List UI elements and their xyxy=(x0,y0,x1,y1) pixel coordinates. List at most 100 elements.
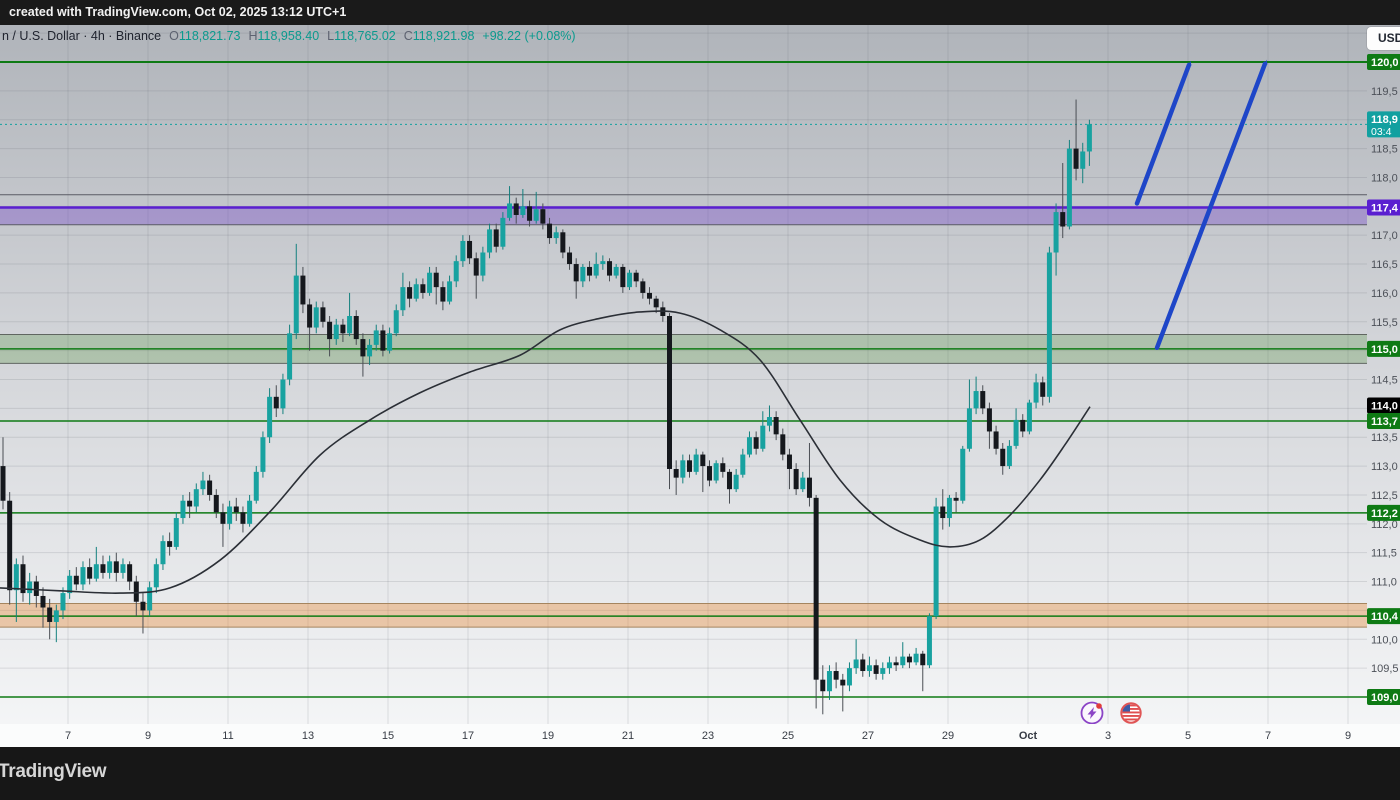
chart-canvas[interactable]: 7 9 11 13 15 17 19 21 23 25 27 29 Oct 3 5 7 9119,5118,51… xyxy=(0,25,1400,747)
candle-body xyxy=(740,454,746,475)
candle-body xyxy=(413,284,419,299)
candle-body xyxy=(440,287,446,302)
price-tick-label: 113,0 xyxy=(1371,461,1398,473)
price-label-118-9: 118,903:4 xyxy=(1367,111,1400,138)
attribution-bar: created with TradingView.com, Oct 02, 20… xyxy=(0,0,1400,25)
symbol-description[interactable]: n / U.S. Dollar · 4h · Binance xyxy=(2,29,162,43)
us-flag-event-icon[interactable] xyxy=(1120,702,1142,724)
svg-text:110,4: 110,4 xyxy=(1371,611,1399,623)
low-value: L118,765.02 xyxy=(327,29,396,43)
candle-body xyxy=(553,232,559,239)
candle-body xyxy=(467,240,473,259)
candle-body xyxy=(980,391,986,409)
candle-body xyxy=(233,506,239,513)
candle-body xyxy=(720,463,726,472)
candle-body xyxy=(327,321,333,340)
candle-body xyxy=(20,564,26,594)
price-label-110-4: 110,4 xyxy=(1367,608,1400,625)
candle-body xyxy=(153,564,159,588)
candle-body xyxy=(587,266,593,276)
candle-body xyxy=(993,431,999,449)
candle-body xyxy=(920,653,926,666)
candle-body xyxy=(460,240,466,262)
price-tick-label: 118,0 xyxy=(1371,172,1398,184)
open-value: O118,821.73 xyxy=(169,29,241,43)
candle-body xyxy=(966,408,972,449)
candle-body xyxy=(1020,419,1026,432)
candle-body xyxy=(353,315,359,340)
candle-body xyxy=(733,474,739,490)
candle-body xyxy=(900,656,906,666)
candle-body xyxy=(933,506,939,617)
candle-body xyxy=(80,567,86,585)
svg-text:117,4: 117,4 xyxy=(1371,202,1399,214)
candle-body xyxy=(640,281,646,293)
candle-body xyxy=(500,217,506,247)
candle-body xyxy=(127,564,133,582)
tradingview-logo[interactable]: TradingView xyxy=(0,761,107,782)
price-label-120-0: 120,0 xyxy=(1367,54,1400,70)
candle-body xyxy=(373,330,379,345)
svg-text:115,0: 115,0 xyxy=(1371,344,1398,356)
candle-body xyxy=(473,258,479,276)
candle-body xyxy=(200,480,206,490)
candle-body xyxy=(1053,212,1059,253)
time-axis-label: 17 xyxy=(462,730,474,742)
candle-body xyxy=(40,595,46,608)
price-tick-label: 112,0 xyxy=(1371,519,1398,531)
time-axis-label: 25 xyxy=(782,730,794,742)
candle-body xyxy=(333,324,339,340)
candle-body xyxy=(453,261,459,282)
time-axis-label: 19 xyxy=(542,730,554,742)
moving-average-line[interactable] xyxy=(0,310,1091,594)
chart-background[interactable] xyxy=(0,25,1400,747)
price-tick-label: 111,0 xyxy=(1371,577,1397,589)
purple-resistance-zone[interactable] xyxy=(0,194,1367,226)
time-axis-labels: 7 9 11 13 15 17 19 21 23 25 27 29 Oct 3 5 7 9 xyxy=(65,730,1351,742)
candle-body xyxy=(493,229,499,247)
green-support-zone[interactable] xyxy=(0,333,1367,364)
candle-body xyxy=(113,561,119,573)
candle-body xyxy=(27,581,33,594)
candle-body xyxy=(67,575,73,594)
candle-body xyxy=(786,454,792,469)
crypto-event-icon[interactable] xyxy=(1080,701,1104,725)
bottom-bar: TradingView xyxy=(0,747,1400,800)
candle-body xyxy=(220,512,226,524)
candle-body xyxy=(7,500,13,591)
candle-body xyxy=(93,564,99,579)
candle-body xyxy=(760,425,766,449)
candle-body xyxy=(507,203,513,218)
time-axis-label: 13 xyxy=(302,730,314,742)
candle-body xyxy=(820,679,826,692)
price-label-117-4: 117,4 xyxy=(1367,199,1400,216)
candle-body xyxy=(240,512,246,524)
candle-body xyxy=(260,437,266,472)
candle-body xyxy=(133,581,139,602)
price-tick-label: 113,5 xyxy=(1371,432,1398,444)
currency-toggle-button[interactable]: USD xyxy=(1367,27,1400,50)
candle-body xyxy=(780,434,786,455)
candle-body xyxy=(73,575,79,585)
attribution-text: created with TradingView.com, Oct 02, 20… xyxy=(9,5,347,19)
candle-body xyxy=(120,564,126,573)
candle-body xyxy=(986,408,992,432)
candle-body xyxy=(167,541,173,547)
candle-body xyxy=(527,206,533,221)
price-tick-label: 117,0 xyxy=(1371,230,1398,242)
candle-body xyxy=(580,266,586,282)
projection-arrow-right[interactable] xyxy=(1154,64,1265,350)
time-axis-label: 7 xyxy=(1265,730,1271,742)
time-axis-label: 5 xyxy=(1185,730,1191,742)
candle-body xyxy=(360,339,366,357)
candle-body xyxy=(773,417,779,435)
candle-body xyxy=(627,272,633,288)
candle-body xyxy=(1060,212,1066,227)
projection-arrow-left[interactable] xyxy=(1134,65,1189,206)
candle-body xyxy=(0,466,6,501)
orange-support-zone[interactable] xyxy=(0,602,1367,628)
candle-body xyxy=(667,315,672,469)
candle-body xyxy=(313,307,319,328)
time-axis[interactable] xyxy=(0,724,1400,747)
candle-body xyxy=(746,437,752,455)
